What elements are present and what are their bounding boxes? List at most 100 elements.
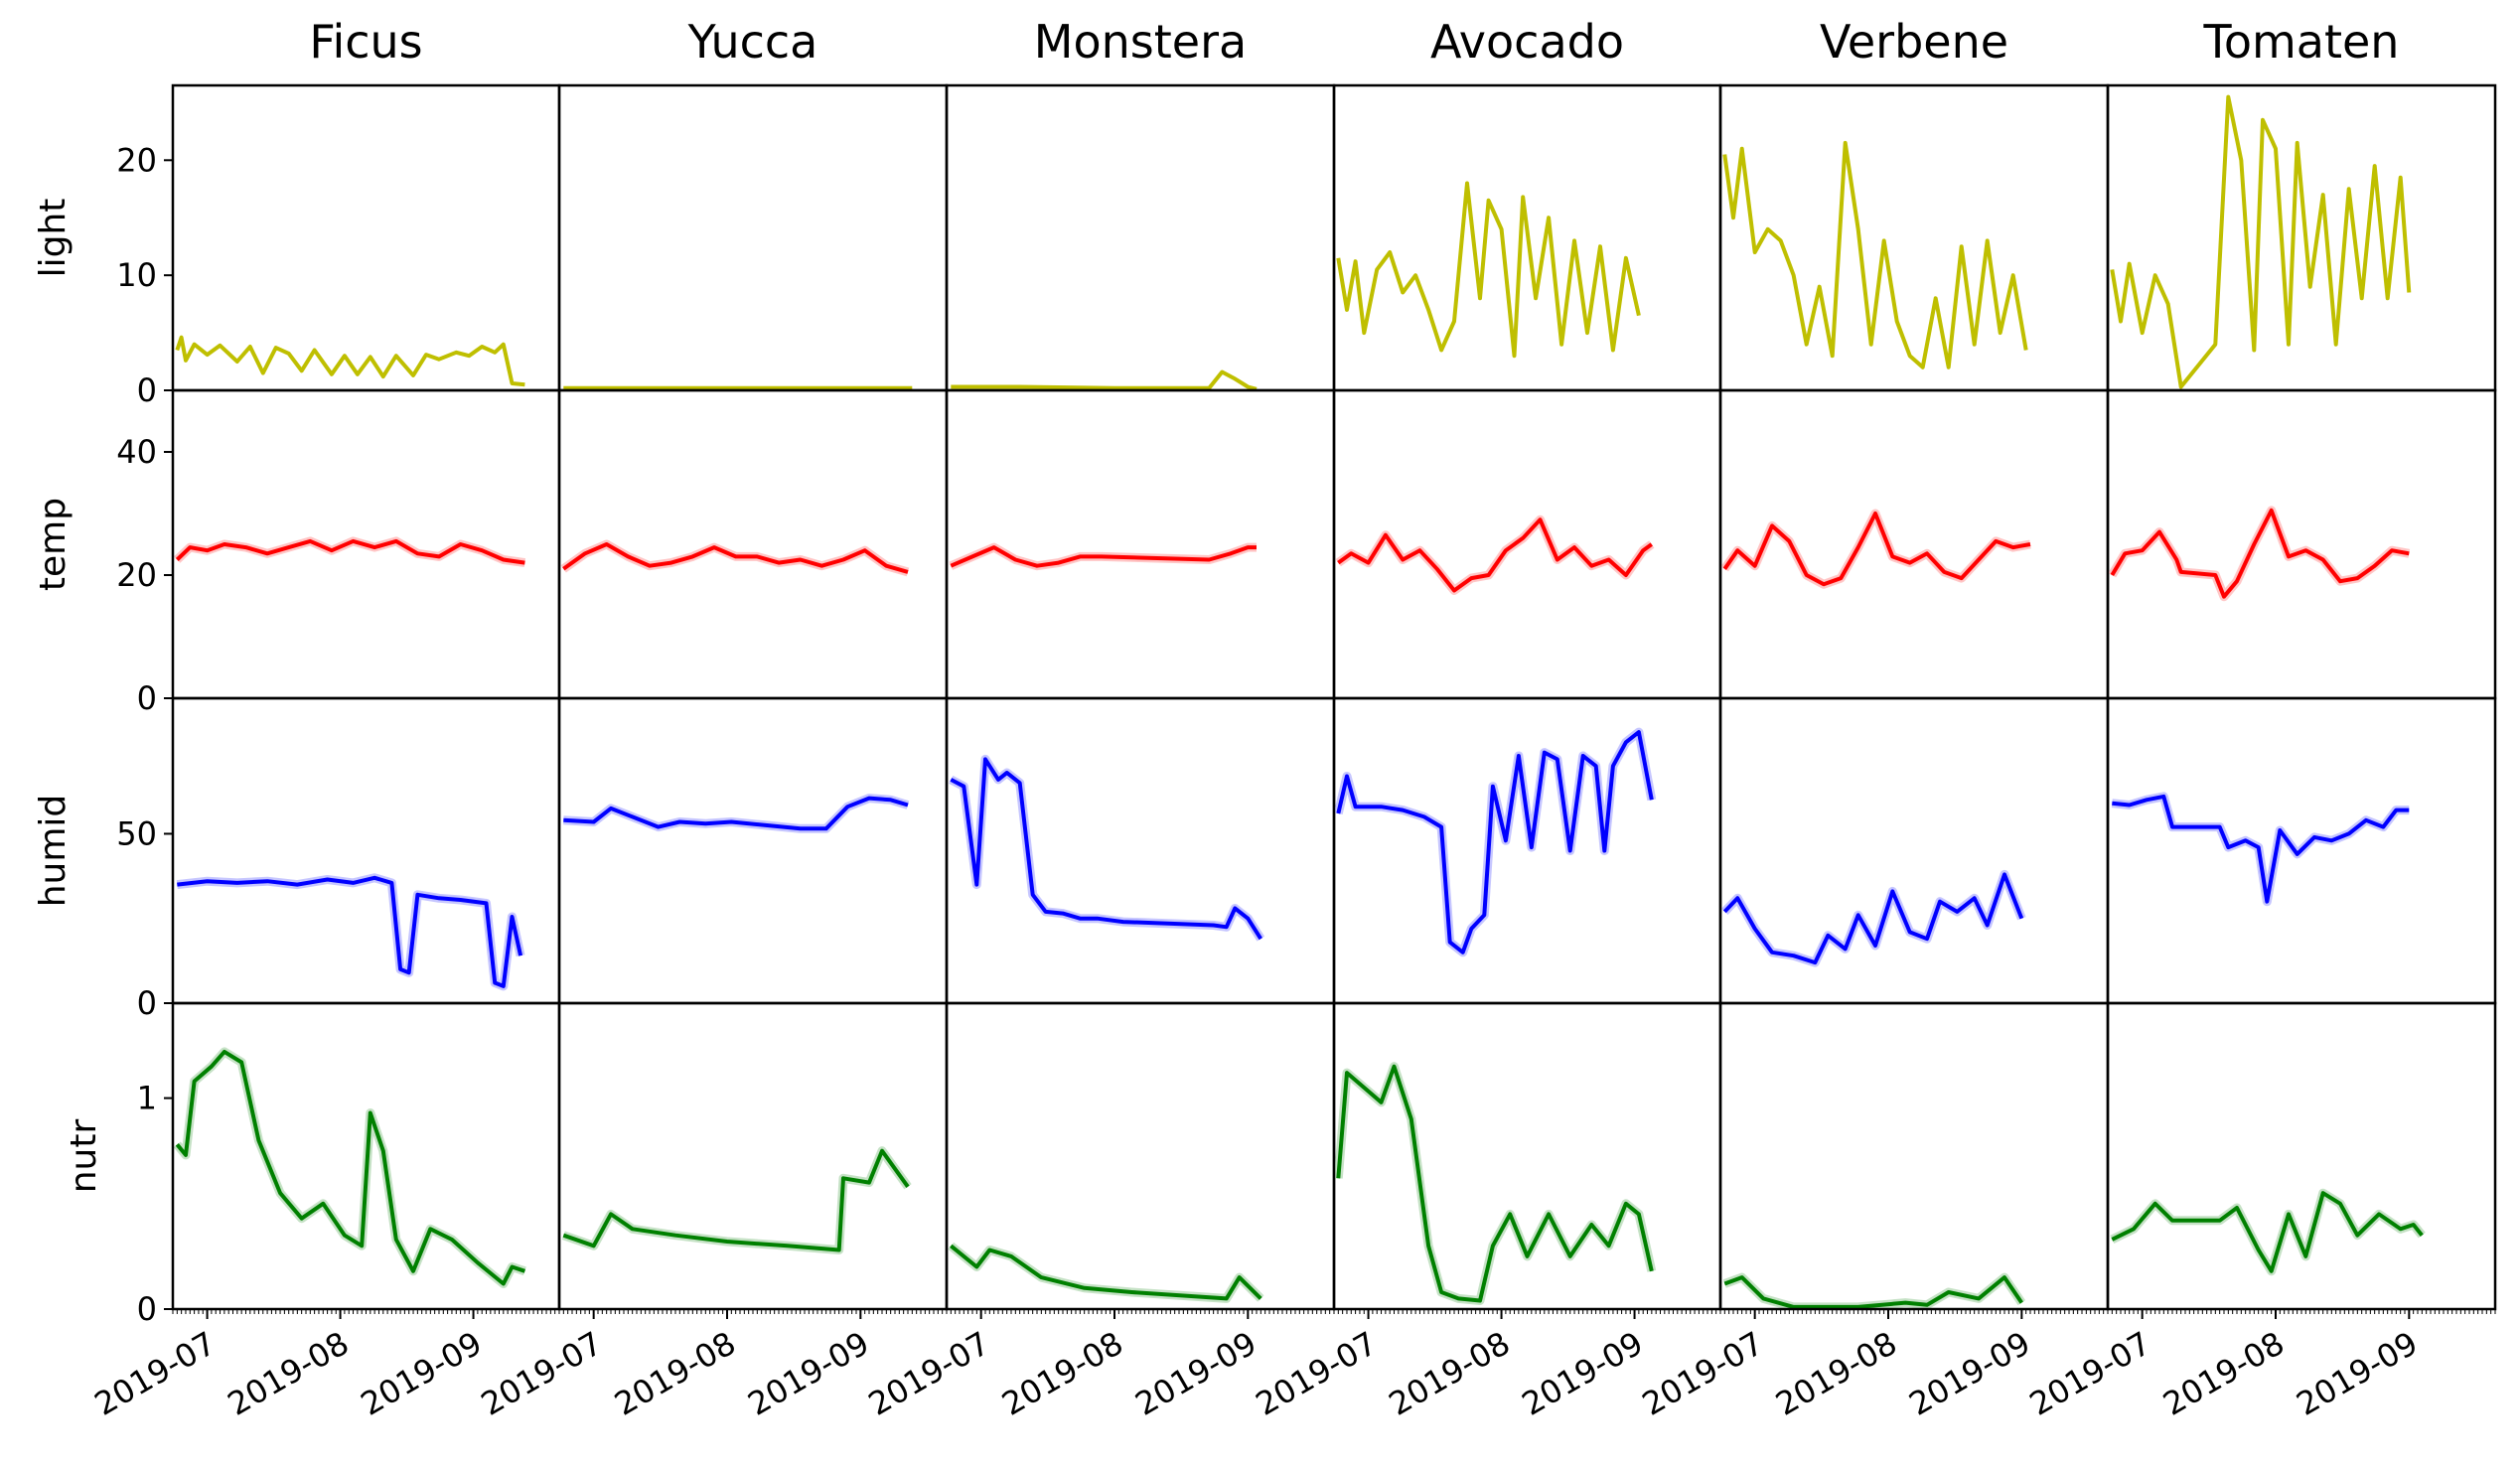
x-tick-label: 2019-08 — [2156, 1324, 2291, 1423]
panel-frame — [1332, 1001, 1722, 1311]
y-tick-label: 0 — [137, 371, 157, 409]
row-label-light: light — [33, 199, 74, 278]
raw-band-nutr-verbene — [1722, 1272, 2026, 1309]
x-tick-label: 2019-07 — [1250, 1324, 1384, 1423]
series-line-humid-yucca — [563, 796, 909, 831]
panel-humid-tomaten — [2106, 696, 2497, 1005]
row-labels: light temp humid nutr — [33, 199, 104, 1194]
panel-frame — [945, 1001, 1336, 1311]
series-line-temp-verbene — [1722, 512, 2031, 587]
panel-nutr-yucca — [557, 1001, 949, 1311]
series-line-light-verbene — [1722, 140, 2028, 369]
y-tick-label: 0 — [137, 679, 157, 717]
raw-band-nutr-avocado — [1334, 1062, 1657, 1305]
panel-frame — [557, 83, 949, 392]
raw-band-humid-ficus — [176, 873, 525, 991]
panel-light-verbene — [1718, 83, 2110, 392]
panel-frame — [557, 696, 949, 1005]
panel-light-tomaten — [2106, 83, 2497, 392]
panel-temp-tomaten — [2106, 388, 2497, 700]
panel-humid-verbene — [1718, 696, 2110, 1005]
x-tick-label: 2019-09 — [1516, 1324, 1650, 1423]
column-titles: Ficus Yucca Monstera Avocado Verbene Tomaten — [309, 15, 2399, 69]
column-title-ficus: Ficus — [309, 15, 422, 69]
raw-band-temp-tomaten — [2108, 506, 2411, 602]
panel-frame — [557, 388, 949, 700]
panel-frame — [1718, 1001, 2110, 1311]
y-tick-label: 0 — [137, 984, 157, 1022]
panel-humid-avocado — [1332, 696, 1722, 1005]
y-tick-label: 20 — [116, 556, 157, 594]
panel-nutr-verbene — [1718, 1001, 2110, 1311]
x-tick-label: 2019-09 — [1129, 1324, 1263, 1423]
series-line-light-avocado — [1336, 181, 1641, 359]
column-title-avocado: Avocado — [1430, 15, 1624, 69]
y-tick-label: 50 — [116, 814, 157, 852]
x-tick-label: 2019-07 — [88, 1324, 222, 1423]
column-title-monstera: Monstera — [1034, 15, 1247, 69]
panel-nutr-avocado — [1332, 1001, 1722, 1311]
y-tick-label: 0 — [137, 1290, 157, 1328]
series-line-nutr-verbene — [1723, 1275, 2023, 1309]
raw-band-humid-monstera — [949, 754, 1265, 942]
series-line-nutr-avocado — [1336, 1064, 1654, 1303]
series-line-temp-ficus — [175, 538, 525, 565]
panel-frame — [171, 696, 561, 1005]
y-tick-label: 1 — [137, 1080, 157, 1117]
series-line-humid-monstera — [950, 757, 1262, 941]
panel-nutr-monstera — [945, 1001, 1336, 1311]
x-tick-label: 2019-08 — [222, 1324, 356, 1423]
panel-light-ficus — [171, 83, 561, 392]
series-line-light-ficus — [175, 335, 525, 387]
y-tick-label: 10 — [116, 256, 157, 294]
row-label-temp: temp — [33, 498, 74, 591]
series-line-light-monstera — [951, 369, 1258, 390]
series-line-humid-tomaten — [2112, 794, 2410, 904]
panel-humid-yucca — [557, 696, 949, 1005]
y-tick-label: 20 — [116, 141, 157, 179]
column-title-yucca: Yucca — [687, 15, 818, 69]
x-tick-label: 2019-07 — [862, 1324, 996, 1423]
panel-frame — [2106, 83, 2497, 392]
x-tick-label: 2019-09 — [2291, 1324, 2425, 1423]
x-tick-label: 2019-07 — [1636, 1324, 1770, 1423]
panel-light-avocado — [1332, 83, 1722, 392]
raw-band-temp-avocado — [1335, 514, 1655, 595]
series-line-temp-monstera — [950, 545, 1257, 568]
panel-nutr-ficus — [171, 1001, 561, 1311]
x-tick-label: 2019-08 — [608, 1324, 742, 1423]
panel-temp-yucca — [557, 388, 949, 700]
column-title-verbene: Verbene — [1820, 15, 2008, 69]
series-line-nutr-yucca — [562, 1148, 910, 1252]
series-line-temp-avocado — [1337, 517, 1653, 593]
series-line-nutr-monstera — [950, 1244, 1262, 1301]
row-label-humid: humid — [33, 795, 74, 908]
series-line-light-tomaten — [2110, 94, 2412, 389]
panel-frame — [945, 83, 1336, 392]
x-tick-label: 2019-08 — [995, 1324, 1129, 1423]
series-line-temp-yucca — [562, 542, 909, 574]
panel-frame — [1332, 696, 1722, 1005]
x-tick-label: 2019-08 — [1383, 1324, 1517, 1423]
x-tick-label: 2019-09 — [742, 1324, 876, 1423]
series-line-humid-avocado — [1336, 730, 1654, 955]
panel-humid-monstera — [945, 696, 1336, 1005]
panel-frame — [1718, 388, 2110, 700]
column-title-tomaten: Tomaten — [2203, 15, 2400, 69]
panel-grid — [171, 83, 2497, 1311]
panel-temp-avocado — [1332, 388, 1722, 700]
series-line-nutr-ficus — [175, 1049, 526, 1286]
panel-temp-monstera — [945, 388, 1336, 700]
series-line-humid-ficus — [177, 875, 523, 988]
x-tick-label: 2019-07 — [2023, 1324, 2157, 1423]
raw-band-nutr-yucca — [561, 1146, 912, 1254]
row-label-nutr: nutr — [64, 1119, 104, 1194]
y-tick-label: 40 — [116, 433, 157, 471]
panel-frame — [945, 696, 1336, 1005]
x-tick-label: 2019-09 — [1903, 1324, 2037, 1423]
x-tick-label: 2019-07 — [475, 1324, 609, 1423]
panel-humid-ficus — [171, 696, 561, 1005]
panel-light-monstera — [945, 83, 1336, 392]
panel-frame — [945, 388, 1336, 700]
